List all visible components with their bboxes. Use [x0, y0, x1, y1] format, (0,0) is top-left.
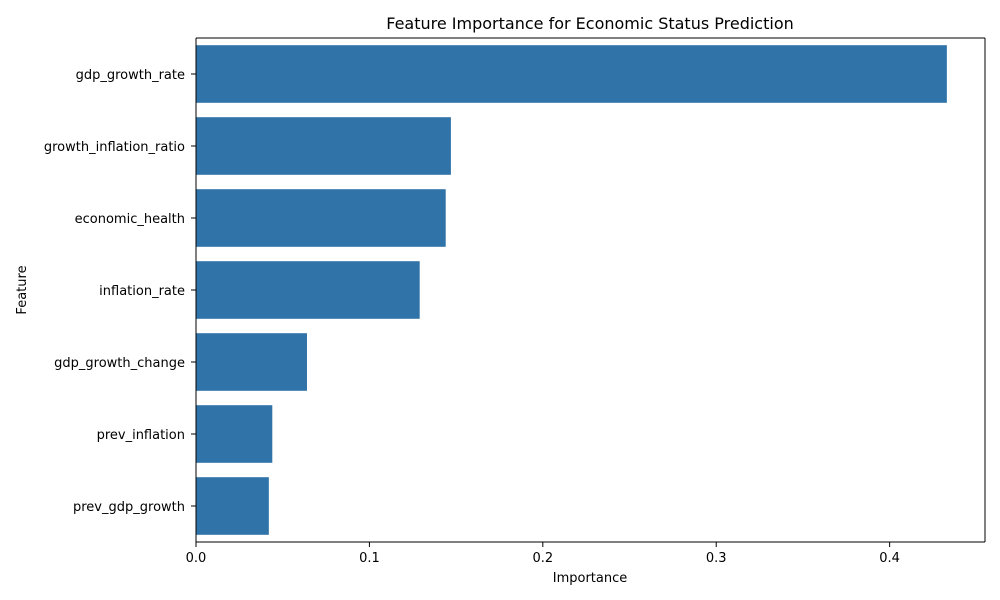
x-tick-label: 0.0	[186, 551, 207, 566]
bar-prev-inflation	[196, 405, 273, 463]
x-ticks-group: 0.0 0.1 0.2 0.3 0.4	[186, 542, 900, 566]
bar-growth-inflation-ratio	[196, 117, 451, 175]
y-tick-label: inflation_rate	[99, 284, 185, 299]
x-tick-label: 0.3	[706, 551, 727, 566]
bar-gdp-growth-rate	[196, 45, 947, 103]
x-tick-label: 0.4	[879, 551, 900, 566]
bar-prev-gdp-growth	[196, 477, 269, 535]
y-tick-label: prev_gdp_growth	[73, 500, 185, 515]
y-tick-label: gdp_growth_change	[54, 356, 185, 371]
y-tick-label: growth_inflation_ratio	[44, 140, 185, 155]
x-tick-label: 0.1	[359, 551, 380, 566]
y-tick-label: gdp_growth_rate	[76, 68, 185, 83]
bar-gdp-growth-change	[196, 333, 307, 391]
y-tick-label: economic_health	[75, 212, 185, 227]
bar-inflation-rate	[196, 261, 420, 319]
x-axis-label: Importance	[553, 571, 628, 586]
plot-frame	[195, 37, 986, 543]
y-tick-label: prev_inflation	[97, 428, 185, 443]
x-tick-label: 0.2	[532, 551, 553, 566]
chart-title: Feature Importance for Economic Status P…	[386, 14, 794, 33]
y-axis-label: Feature	[15, 265, 30, 314]
bar-economic-health	[196, 189, 446, 247]
bars-group	[196, 45, 947, 535]
y-ticks-group: gdp_growth_rate growth_inflation_ratioeco…	[44, 68, 196, 515]
